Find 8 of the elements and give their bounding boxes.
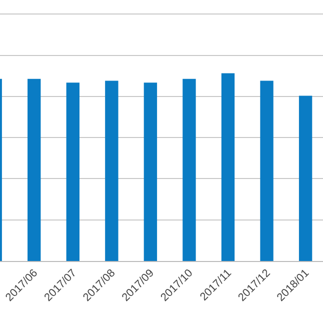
bar bbox=[221, 73, 235, 261]
bar bbox=[298, 96, 312, 261]
bar bbox=[182, 78, 196, 261]
bar bbox=[66, 82, 80, 261]
bar bbox=[28, 78, 41, 261]
bar bbox=[105, 80, 118, 261]
bar bbox=[260, 80, 274, 261]
bar bbox=[144, 82, 158, 261]
